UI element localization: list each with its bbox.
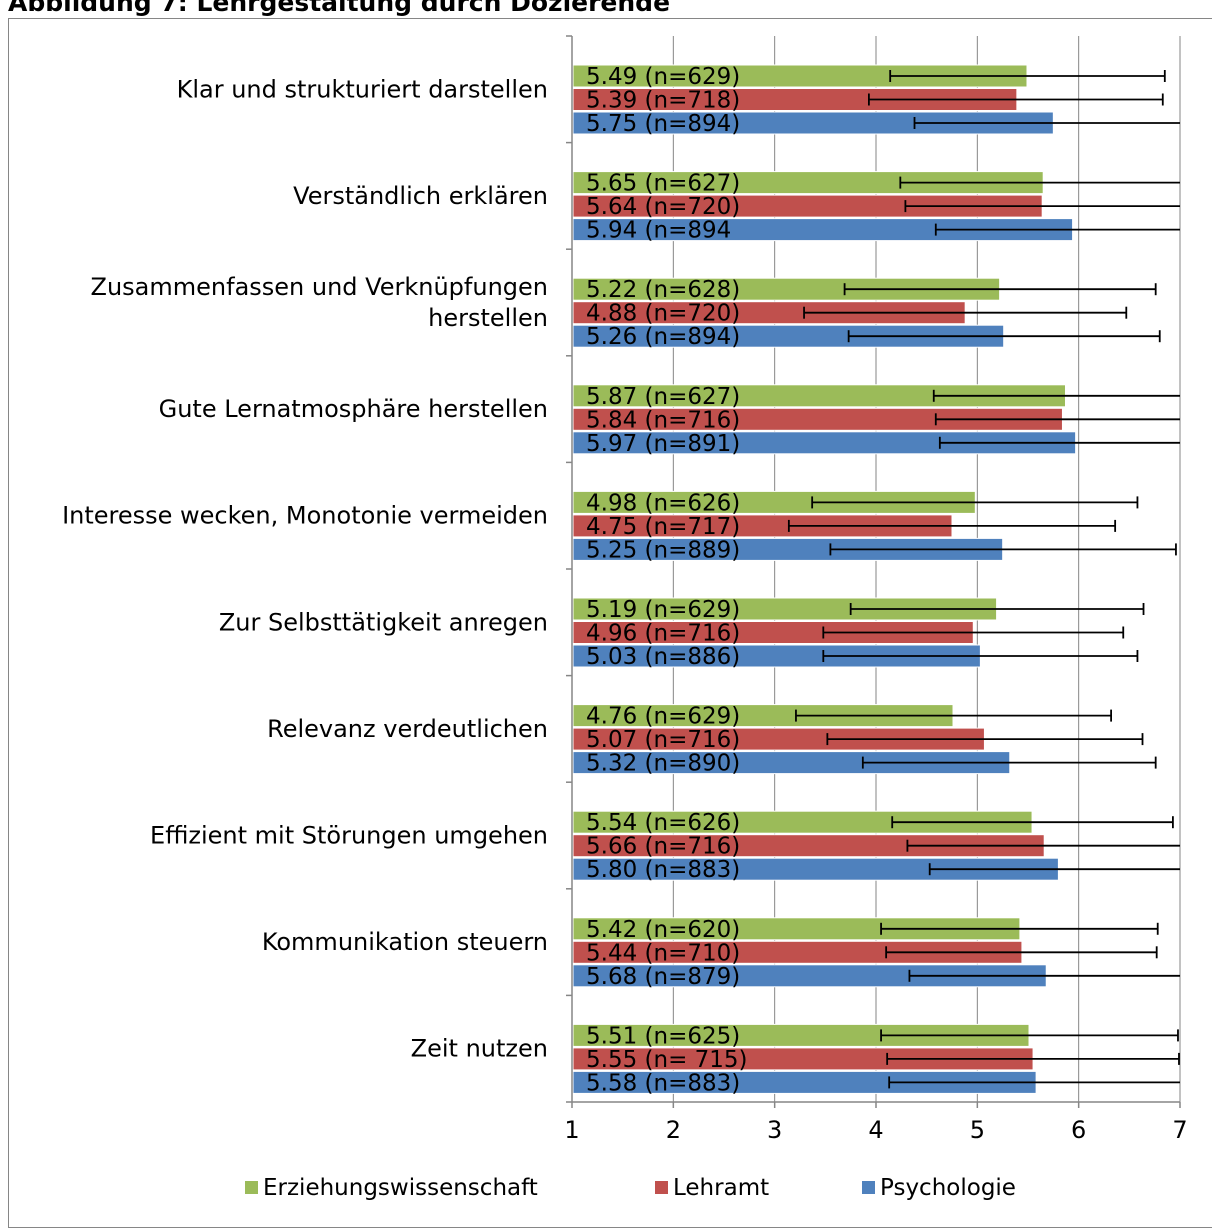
error-bar [843, 283, 1157, 296]
x-tick-label: 4 [868, 1116, 883, 1144]
error-bar [913, 117, 1180, 129]
error-bar [934, 223, 1180, 236]
category-label: Relevanz verdeutlichen [267, 715, 548, 743]
error-bar [849, 603, 1145, 615]
data-label: 4.88 (n=720) [586, 301, 740, 327]
category-label: Effizient mit Störungen umgehen [150, 822, 548, 850]
data-label: 5.19 (n=629) [586, 597, 740, 623]
data-label: 5.80 (n=883) [586, 857, 740, 883]
data-label: 5.39 (n=718) [586, 88, 740, 114]
legend-label: Psychologie [880, 1175, 1016, 1201]
data-label: 5.64 (n=720) [586, 194, 740, 220]
data-label: 5.51 (n=625) [586, 1023, 740, 1049]
legend-label: Lehramt [673, 1175, 769, 1201]
category-label: Zeit nutzen [411, 1035, 548, 1063]
data-label: 5.58 (n=883) [586, 1070, 740, 1096]
error-bar [880, 922, 1159, 935]
axis-layer: 1 2 3 4 5 6 7 [564, 35, 1188, 1144]
error-bar [899, 176, 1180, 189]
data-label: 5.22 (n=628) [586, 277, 740, 303]
legend-item: Lehramt [655, 1175, 769, 1201]
error-bar [934, 413, 1180, 426]
error-bar [889, 70, 1166, 82]
error-bar [888, 1076, 1180, 1089]
error-bar [822, 626, 1125, 639]
legend-item: Psychologie [862, 1175, 1016, 1201]
data-label: 4.98 (n=626) [586, 490, 740, 516]
legend-swatch [655, 1181, 668, 1194]
category-labels-layer: Klar und strukturiert darstellen Verständ… [62, 75, 548, 1062]
error-bar [885, 946, 1158, 959]
category-label: Klar und strukturiert darstellen [177, 75, 548, 103]
data-label: 5.84 (n=716) [586, 407, 740, 433]
error-bar [908, 969, 1180, 982]
x-tick-label: 1 [564, 1116, 579, 1144]
category-label: Kommunikation steuern [262, 928, 548, 956]
error-bar [891, 816, 1174, 829]
error-bar [829, 543, 1177, 556]
data-label: 5.49 (n=629) [586, 64, 740, 90]
category-label: Gute Lernatmosphäre herstellen [159, 395, 548, 423]
data-label: 4.76 (n=629) [586, 704, 740, 730]
category-label: herstellen [428, 304, 548, 332]
legend-label: Erziehungswissenschaft [263, 1175, 538, 1201]
data-label: 5.07 (n=716) [586, 727, 740, 753]
category-label: Zur Selbsttätigkeit anregen [219, 608, 548, 636]
category-label: Verständlich erklären [293, 182, 548, 210]
data-label: 5.66 (n=716) [586, 834, 740, 860]
error-bar [861, 756, 1157, 769]
data-label: 5.97 (n=891) [586, 431, 740, 457]
data-label: 5.94 (n=894 [586, 218, 731, 244]
error-bar [787, 519, 1117, 532]
data-label: 5.42 (n=620) [586, 917, 740, 943]
error-bar [932, 389, 1180, 402]
x-tick-label: 6 [1071, 1116, 1086, 1144]
data-label: 5.75 (n=894) [586, 111, 740, 137]
error-bar [928, 863, 1180, 876]
chart-title: Abbildung 7: Lehrgestaltung durch Dozier… [8, 0, 671, 17]
error-bar [938, 436, 1180, 449]
legend: Erziehungswissenschaft Lehramt Psychologie [245, 1175, 1016, 1201]
error-bars-layer [787, 70, 1180, 1089]
category-label: Interesse wecken, Monotonie vermeiden [62, 502, 548, 530]
legend-swatch [862, 1181, 875, 1194]
error-bar [906, 839, 1180, 852]
data-label: 5.26 (n=894) [586, 324, 740, 350]
data-label: 5.54 (n=626) [586, 810, 740, 836]
data-label: 5.32 (n=890) [586, 751, 740, 777]
legend-item: Erziehungswissenschaft [245, 1175, 538, 1201]
error-bar [880, 1029, 1179, 1042]
error-bar [868, 93, 1164, 106]
data-label: 5.68 (n=879) [586, 964, 740, 990]
x-tick-label: 3 [767, 1116, 782, 1144]
data-label: 4.75 (n=717) [586, 514, 740, 540]
error-bar [886, 1052, 1180, 1065]
error-bar [795, 709, 1112, 722]
category-label: Zusammenfassen und Verknüpfungen [91, 273, 548, 301]
error-bar [803, 306, 1128, 319]
error-bar [822, 650, 1139, 662]
data-label: 5.25 (n=889) [586, 537, 740, 563]
data-label: 5.03 (n=886) [586, 644, 740, 670]
data-label: 5.55 (n= 715) [586, 1047, 748, 1073]
x-tick-label: 2 [666, 1116, 681, 1144]
data-label: 5.44 (n=710) [586, 940, 740, 966]
data-labels-layer: 5.49 (n=629)5.39 (n=718)5.75 (n=894) 5.65… [586, 64, 748, 1096]
data-label: 5.65 (n=627) [586, 171, 740, 197]
data-label: 5.87 (n=627) [586, 384, 740, 410]
x-tick-label: 5 [970, 1116, 985, 1144]
x-tick-label: 7 [1172, 1116, 1187, 1144]
error-bar [811, 496, 1139, 509]
error-bar [826, 733, 1144, 746]
error-bar [847, 330, 1161, 343]
legend-swatch [245, 1181, 258, 1194]
error-bar [904, 200, 1180, 213]
data-label: 4.96 (n=716) [586, 621, 740, 647]
